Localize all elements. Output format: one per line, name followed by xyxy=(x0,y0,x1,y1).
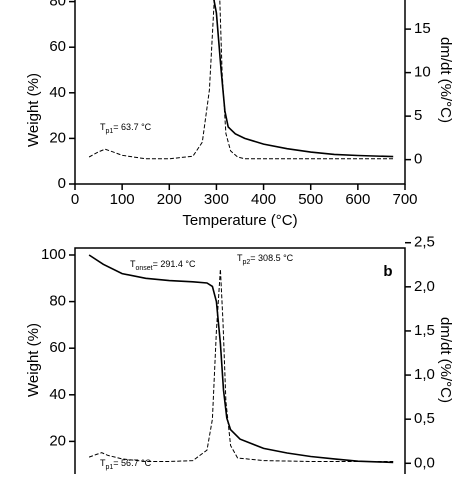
y2-tick-label: 5 xyxy=(414,107,422,124)
y2-tick-label: 0,0 xyxy=(414,454,435,471)
y2-tick-label: 0 xyxy=(414,151,422,168)
plot-frame xyxy=(74,0,406,185)
y-tick-label: 40 xyxy=(49,84,66,101)
y2-tick-label: 2,5 xyxy=(414,234,435,251)
dtg-line xyxy=(88,269,394,462)
x-tick-label: 300 xyxy=(204,191,229,208)
y-tick-label: 80 xyxy=(49,0,66,10)
annotation: Tp1= 63.7 °C xyxy=(100,122,152,134)
y-tick-label: 0 xyxy=(58,175,66,192)
annotation-sub: p1 xyxy=(106,464,114,471)
y-tick-label: 20 xyxy=(49,432,66,449)
x-tick-label: 600 xyxy=(345,191,370,208)
weight-line xyxy=(213,0,394,158)
annotation-sub: p1 xyxy=(106,128,114,135)
dtg-line xyxy=(88,0,394,160)
annotation-main: T xyxy=(100,458,106,468)
annotation-text: = 63.7 °C xyxy=(113,122,151,132)
annotation-main: T xyxy=(237,253,243,263)
annotation-text: = 56.7 °C xyxy=(113,458,151,468)
y2-tick-label: 0,5 xyxy=(414,410,435,427)
weight-line xyxy=(88,254,394,464)
y-tick-label: 100 xyxy=(41,246,66,263)
y2-tick-label: 1,5 xyxy=(414,322,435,339)
x-tick-label: 200 xyxy=(157,191,182,208)
annotation: Tonset= 291.4 °C xyxy=(130,259,196,271)
x-tick-label: 0 xyxy=(71,191,79,208)
annotation-sub: onset xyxy=(136,265,153,272)
annotation-text: = 291.4 °C xyxy=(153,259,196,269)
y-axis-title: Weight (%) xyxy=(25,73,42,147)
y-axis-title: Weight (%) xyxy=(25,323,42,397)
annotation-text: = 308.5 °C xyxy=(250,253,293,263)
x-tick-label: 500 xyxy=(298,191,323,208)
y-tick-label: 60 xyxy=(49,38,66,55)
x-tick-label: 700 xyxy=(392,191,417,208)
annotation: Tp1= 56.7 °C xyxy=(100,458,152,470)
y2-tick-label: 1,0 xyxy=(414,366,435,383)
plot-frame xyxy=(74,247,406,479)
annotation: Tp2= 308.5 °C xyxy=(237,253,294,265)
y2-tick-label: 10 xyxy=(414,64,431,81)
panel-label: b xyxy=(383,263,392,280)
y-tick-label: 20 xyxy=(49,129,66,146)
annotation-main: T xyxy=(100,122,106,132)
y2-tick-label: 15 xyxy=(414,20,431,37)
y2-tick-label: 2,0 xyxy=(414,278,435,295)
y2-axis-title: dm/dt (%/°C) xyxy=(437,37,454,123)
annotation-sub: p2 xyxy=(243,259,251,266)
annotation-main: T xyxy=(130,259,136,269)
y-tick-label: 80 xyxy=(49,293,66,310)
x-tick-label: 400 xyxy=(251,191,276,208)
y2-axis-title: dm/dt (%/°C) xyxy=(437,317,454,403)
x-tick-label: 100 xyxy=(110,191,135,208)
y-tick-label: 40 xyxy=(49,386,66,403)
x-axis-title: Temperature (°C) xyxy=(182,212,297,229)
y-tick-label: 60 xyxy=(49,339,66,356)
